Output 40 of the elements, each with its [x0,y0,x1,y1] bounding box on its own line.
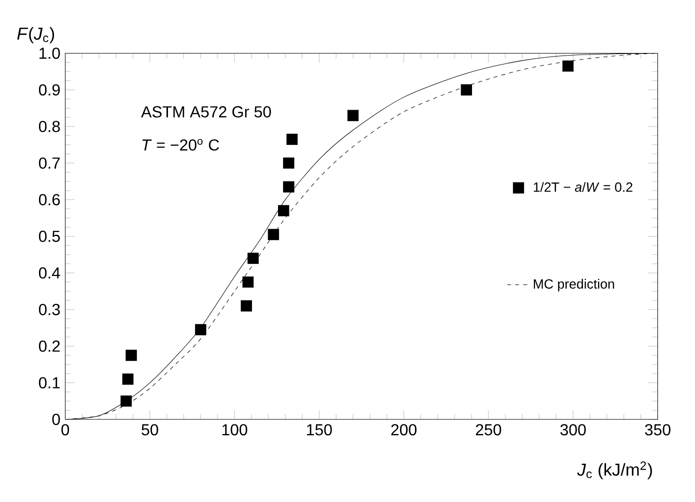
y-tick-label: 0.3 [38,304,60,316]
point [562,60,574,72]
y-tick-label: 0.9 [38,84,60,96]
point [278,205,290,216]
y-axis-title: F(J$_{c}$) [17,27,54,44]
point [283,181,294,193]
x-tick-label: 150 [307,424,332,436]
x-tick-label: 200 [391,424,417,436]
y-tick-label: 0.4 [38,267,60,279]
point [120,396,132,407]
x-tick-label: 100 [222,424,248,436]
point [122,374,134,385]
point [240,300,252,312]
y-tick-label: 0.7 [38,157,60,169]
y-tick-label: 0.8 [38,120,60,132]
annotation: ASTM A572 Gr 50 [141,106,271,118]
point [248,252,259,264]
point [347,110,359,122]
point [126,350,137,361]
y-tick-label: 1.0 [40,48,60,59]
x-tick-label: 250 [476,424,502,436]
point [460,84,472,96]
y-tick-label: 0.6 [38,194,60,206]
legend-label: 1/2T − a/W = 0.2 [534,182,632,192]
x-tick-label: 50 [142,424,158,436]
y-tick-label: 0 [52,414,60,426]
x-tick-label: 0 [61,424,70,436]
legend-label: MC prediction [534,278,614,292]
point [283,158,294,169]
annotation: T = −20$^{o}$ C [142,138,220,151]
point [268,228,280,240]
y-tick-label: 0.2 [38,340,60,352]
x-tick-label: 350 [645,424,670,436]
point [242,276,254,288]
point [195,324,206,336]
x-tick-label: 300 [560,424,586,436]
y-tick-label: 0.1 [38,377,60,388]
y-tick-label: 0.5 [38,230,60,242]
point [286,134,298,145]
x-axis-title: J$_{c}$ (kJ/m$^{2}$) [577,461,652,480]
